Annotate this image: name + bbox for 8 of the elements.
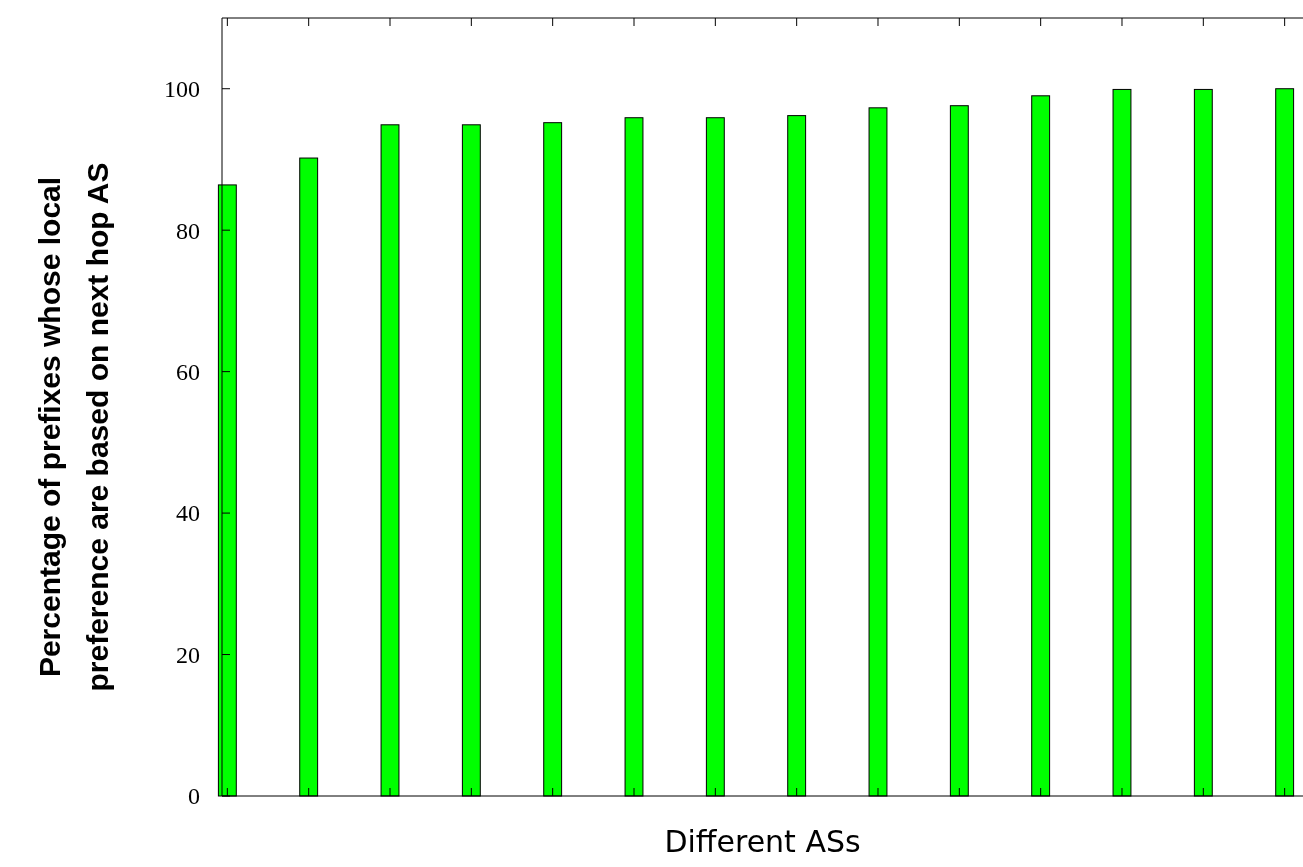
- y-tick-label: 100: [164, 76, 200, 103]
- y-axis-title: Percentage of prefixes whose local preference are based on next hop AS: [33, 162, 114, 692]
- y-tick-label: 80: [176, 217, 200, 244]
- x-axis-title: Different ASs: [664, 824, 861, 859]
- y-tick-label: 20: [176, 641, 200, 668]
- y-tick-label: 60: [176, 359, 200, 386]
- y-tick-label: 0: [188, 783, 200, 810]
- y-tick-label: 40: [176, 500, 200, 527]
